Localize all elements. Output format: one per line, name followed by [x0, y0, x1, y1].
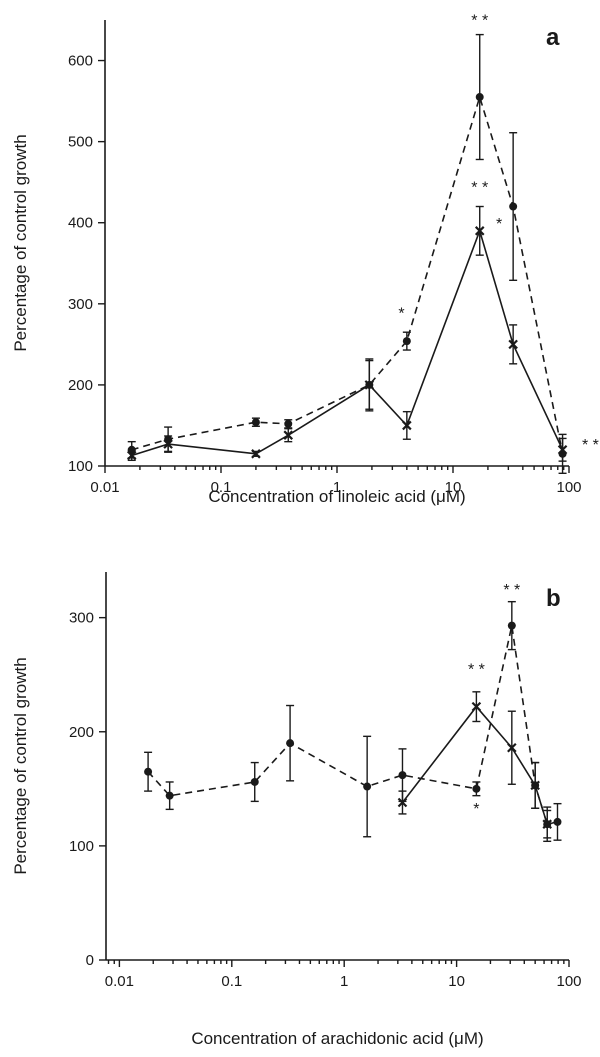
x-tick-label: 0.1	[211, 479, 232, 496]
data-point-dot	[251, 418, 260, 427]
y-axis-title: Percentage of control growth	[11, 657, 30, 874]
data-point-dot	[286, 739, 295, 748]
y-tick-label: 600	[68, 53, 93, 70]
data-point-cross	[530, 780, 540, 791]
data-point-cross	[474, 226, 485, 236]
x-tick-label: 1	[333, 479, 341, 496]
y-tick-label: 500	[68, 134, 93, 151]
data-point-dot	[475, 93, 484, 102]
data-point-cross	[557, 445, 568, 455]
data-point-cross	[542, 819, 552, 829]
y-tick-label: 300	[68, 296, 93, 313]
data-point-cross	[126, 450, 137, 461]
significance-marker: * *	[471, 13, 488, 30]
cross-stroke	[126, 450, 137, 461]
data-point-cross	[507, 742, 517, 753]
cross-stroke	[530, 780, 540, 791]
data-point-cross	[471, 701, 482, 712]
data-point-cross	[251, 449, 261, 459]
x-tick-label: 10	[445, 479, 462, 496]
y-tick-label: 200	[68, 377, 93, 394]
series-dashed-line	[131, 94, 564, 454]
data-point-dot	[144, 767, 153, 776]
data-point-dot	[472, 784, 481, 793]
cross-stroke	[163, 439, 173, 449]
data-point-cross	[163, 439, 173, 449]
x-tick-label: 100	[556, 973, 581, 990]
data-point-dot	[363, 782, 372, 791]
data-point-dot	[509, 202, 518, 211]
x-axis-title: Concentration of arachidonic acid (μM)	[191, 1029, 483, 1048]
data-point-cross	[397, 797, 408, 808]
significance-marker: * *	[503, 582, 520, 599]
panel-label: b	[546, 585, 561, 612]
data-point-cross	[283, 430, 294, 440]
panel-label: a	[546, 24, 560, 51]
data-point-dot	[250, 777, 259, 786]
panel-a-linoleic: 0.01 0.1 1 10 100 100 200 300 400 500 600 Concentra…	[11, 13, 600, 506]
significance-marker: *	[473, 801, 479, 818]
y-tick-label: 0	[86, 952, 94, 969]
cross-stroke	[397, 797, 408, 808]
data-point-dot	[507, 621, 516, 630]
significance-marker: * * *	[582, 437, 600, 454]
data-point-dot	[402, 337, 411, 346]
cross-stroke	[557, 445, 568, 455]
cross-stroke	[508, 339, 518, 350]
cross-stroke	[471, 701, 482, 712]
cross-stroke	[402, 420, 412, 431]
data-point-cross	[508, 339, 518, 350]
y-tick-label: 200	[69, 724, 94, 741]
cross-stroke	[542, 819, 552, 829]
data-point-dot	[553, 817, 562, 826]
panel-b-arachidonic: 0.01 0.1 1 10 100 0 100 200 300 Concentration of …	[11, 572, 582, 1048]
cross-stroke	[283, 430, 294, 440]
x-tick-label: 100	[556, 479, 581, 496]
data-point-dot	[127, 445, 136, 454]
y-tick-label: 100	[68, 458, 93, 475]
x-tick-label: 10	[448, 973, 465, 990]
cross-stroke	[507, 742, 517, 753]
cross-stroke	[474, 226, 485, 236]
data-point-cross	[364, 380, 375, 390]
x-tick-label: 0.01	[105, 973, 134, 990]
significance-marker: * *	[468, 662, 485, 679]
significance-marker: *	[398, 305, 404, 322]
data-point-dot	[284, 419, 293, 428]
series-dashed-line	[147, 625, 558, 826]
data-point-dot	[398, 771, 407, 780]
x-tick-label: 0.01	[90, 479, 119, 496]
significance-marker: *	[496, 216, 502, 233]
x-axis-title: Concentration of linoleic acid (μM)	[208, 487, 465, 506]
x-tick-label: 0.1	[221, 973, 242, 990]
significance-marker: * *	[471, 180, 488, 197]
y-tick-label: 400	[68, 215, 93, 232]
data-point-dot	[165, 791, 174, 800]
cross-stroke	[364, 380, 375, 390]
y-axis-title: Percentage of control growth	[11, 134, 30, 351]
data-point-cross	[402, 420, 412, 431]
series-solid-line	[131, 228, 564, 457]
y-tick-label: 100	[69, 838, 94, 855]
cross-stroke	[251, 449, 261, 459]
x-tick-label: 1	[340, 973, 348, 990]
y-tick-label: 300	[69, 610, 94, 627]
